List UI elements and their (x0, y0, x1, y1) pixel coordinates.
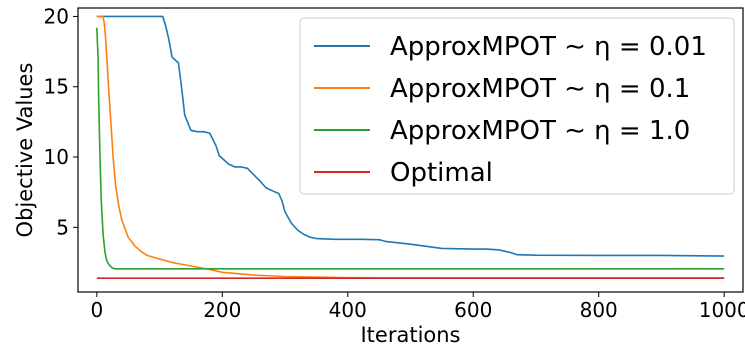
legend-label: ApproxMPOT ∼ η = 1.0 (390, 116, 690, 146)
series-line-3 (96, 27, 725, 270)
plot-area (77, 7, 744, 293)
y-axis-label: Objective Values (13, 63, 37, 238)
legend: ApproxMPOT ∼ η = 0.01 ApproxMPOT ∼ η = 0.… (299, 17, 735, 195)
legend-label: Optimal (390, 158, 493, 188)
y-tick-label: 10 (44, 145, 69, 169)
x-axis-label: Iterations (360, 323, 460, 347)
x-tick-label: 400 (329, 298, 367, 322)
legend-label: ApproxMPOT ∼ η = 0.1 (390, 74, 690, 104)
x-tick-label: 0 (90, 298, 103, 322)
x-axis: 0 200 400 600 800 1000 (90, 292, 745, 322)
legend-label: ApproxMPOT ∼ η = 0.01 (390, 32, 707, 62)
series-line-1 (96, 15, 725, 257)
x-tick-label: 600 (454, 298, 492, 322)
y-tick-label: 15 (44, 75, 69, 99)
series-lines (96, 15, 725, 280)
y-tick-label: 5 (56, 215, 69, 239)
legend-box (299, 17, 735, 195)
y-axis: 5 10 15 20 (44, 4, 78, 239)
x-tick-label: 200 (203, 298, 241, 322)
y-tick-label: 20 (44, 4, 69, 28)
x-tick-label: 1000 (699, 298, 745, 322)
series-line-2 (96, 15, 725, 279)
x-tick-label: 800 (580, 298, 618, 322)
